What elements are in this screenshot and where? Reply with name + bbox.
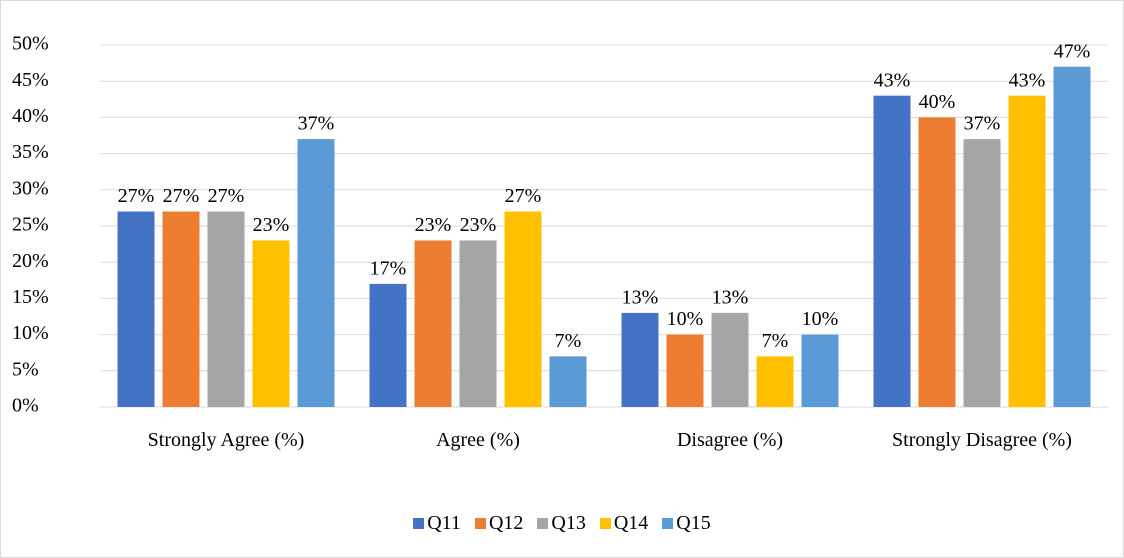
data-label: 27% [505, 185, 542, 207]
bar [1053, 66, 1091, 407]
y-tick-label: 15% [12, 286, 49, 308]
y-tick-label: 20% [12, 250, 49, 272]
data-label: 10% [802, 308, 839, 330]
legend: Q11 Q12 Q13 Q14 Q15 [0, 512, 1124, 535]
legend-swatch [662, 518, 674, 529]
y-tick-label: 40% [12, 105, 49, 127]
legend-label: Q15 [676, 512, 711, 534]
bar [873, 95, 911, 408]
y-tick-label: 50% [12, 33, 49, 55]
bar [963, 139, 1001, 407]
bar [801, 334, 839, 407]
y-tick-label: 0% [12, 395, 39, 417]
data-label: 37% [964, 113, 1001, 135]
data-label: 43% [874, 69, 911, 91]
data-label: 43% [1009, 69, 1046, 91]
data-label: 37% [298, 113, 335, 135]
bar [297, 139, 335, 407]
bar [621, 312, 659, 407]
x-tick-label: Agree (%) [436, 429, 520, 451]
data-label: 17% [370, 258, 407, 280]
bar [459, 240, 497, 407]
data-label: 7% [762, 330, 789, 352]
bar [756, 356, 794, 407]
legend-item: Q13 [537, 512, 586, 535]
legend-item: Q11 [413, 512, 461, 535]
legend-swatch [474, 518, 486, 529]
legend-item: Q12 [474, 512, 524, 535]
legend-item: Q14 [599, 512, 649, 535]
bar [549, 356, 587, 407]
legend-label: Q13 [551, 512, 586, 534]
data-label: 7% [555, 330, 582, 352]
data-label: 40% [919, 91, 956, 113]
y-tick-label: 35% [12, 141, 49, 163]
y-tick-label: 45% [12, 69, 49, 91]
data-label: 23% [460, 214, 497, 236]
bar [918, 117, 956, 408]
y-tick-label: 5% [12, 358, 39, 380]
legend-label: Q11 [427, 512, 461, 534]
data-label: 10% [667, 308, 704, 330]
bar [162, 211, 200, 407]
data-label: 27% [208, 185, 245, 207]
data-label: 27% [118, 185, 155, 207]
data-label: 27% [163, 185, 200, 207]
data-label: 13% [622, 286, 659, 308]
bar [369, 283, 407, 407]
bar [711, 312, 749, 407]
bar [666, 334, 704, 407]
legend-swatch [537, 518, 549, 529]
legend-swatch [599, 518, 611, 529]
legend-label: Q12 [488, 512, 524, 534]
y-tick-label: 25% [12, 214, 49, 236]
bar [504, 211, 542, 407]
data-label: 23% [415, 214, 452, 236]
x-tick-label: Strongly Disagree (%) [892, 429, 1072, 451]
legend-swatch [413, 518, 425, 529]
bar [414, 240, 452, 407]
legend-item: Q15 [662, 512, 711, 535]
bar [1008, 95, 1046, 408]
bar [207, 211, 245, 407]
x-tick-label: Disagree (%) [676, 429, 784, 451]
legend-label: Q14 [613, 512, 649, 534]
bar [117, 211, 155, 407]
data-label: 47% [1054, 40, 1091, 62]
y-tick-label: 30% [12, 177, 49, 199]
y-tick-label: 10% [12, 322, 49, 344]
x-tick-label: Strongly Agree (%) [147, 429, 305, 451]
bar [252, 240, 290, 407]
data-label: 23% [253, 214, 290, 236]
data-label: 13% [712, 286, 749, 308]
